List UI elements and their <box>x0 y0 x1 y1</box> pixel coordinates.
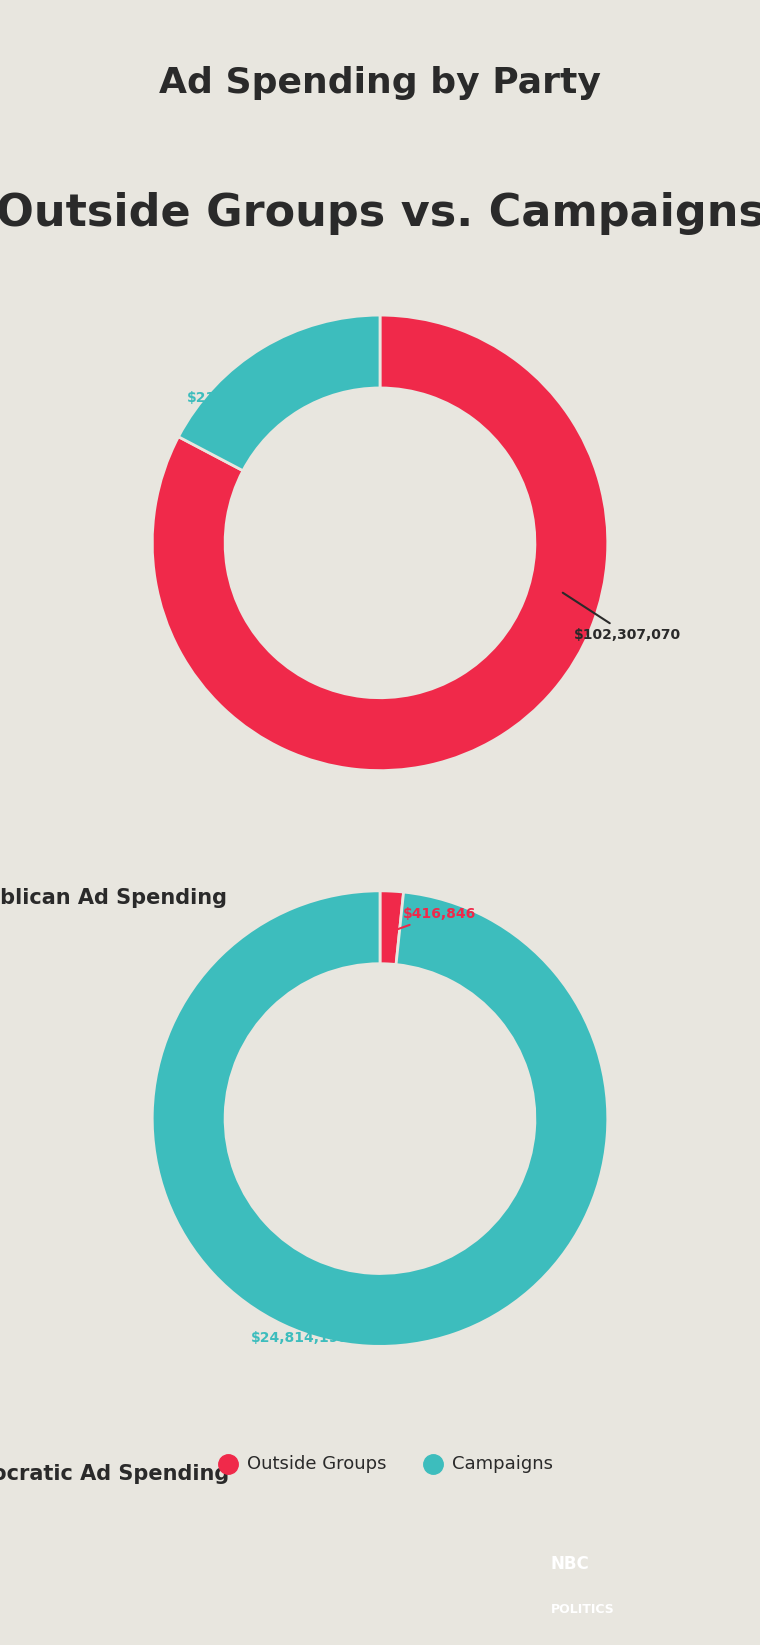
Text: Ad Spending by Party: Ad Spending by Party <box>159 66 601 100</box>
Wedge shape <box>152 316 608 770</box>
Wedge shape <box>152 892 608 1346</box>
Text: $24,814,198: $24,814,198 <box>252 1306 368 1346</box>
Text: Democratic Ad Spending: Democratic Ad Spending <box>0 1464 229 1484</box>
Wedge shape <box>179 316 380 470</box>
Text: NBC: NBC <box>551 1556 590 1573</box>
Text: $416,846: $416,846 <box>392 906 476 931</box>
Text: POLITICS: POLITICS <box>551 1602 615 1615</box>
Text: Outside Groups: Outside Groups <box>247 1456 387 1472</box>
Text: $21,381,198: $21,381,198 <box>186 390 284 405</box>
Text: Republican Ad Spending: Republican Ad Spending <box>0 888 227 908</box>
Text: Campaigns: Campaigns <box>452 1456 553 1472</box>
Text: Outside Groups vs. Campaigns: Outside Groups vs. Campaigns <box>0 192 760 235</box>
Text: $102,307,070: $102,307,070 <box>562 592 681 642</box>
Wedge shape <box>380 892 404 964</box>
